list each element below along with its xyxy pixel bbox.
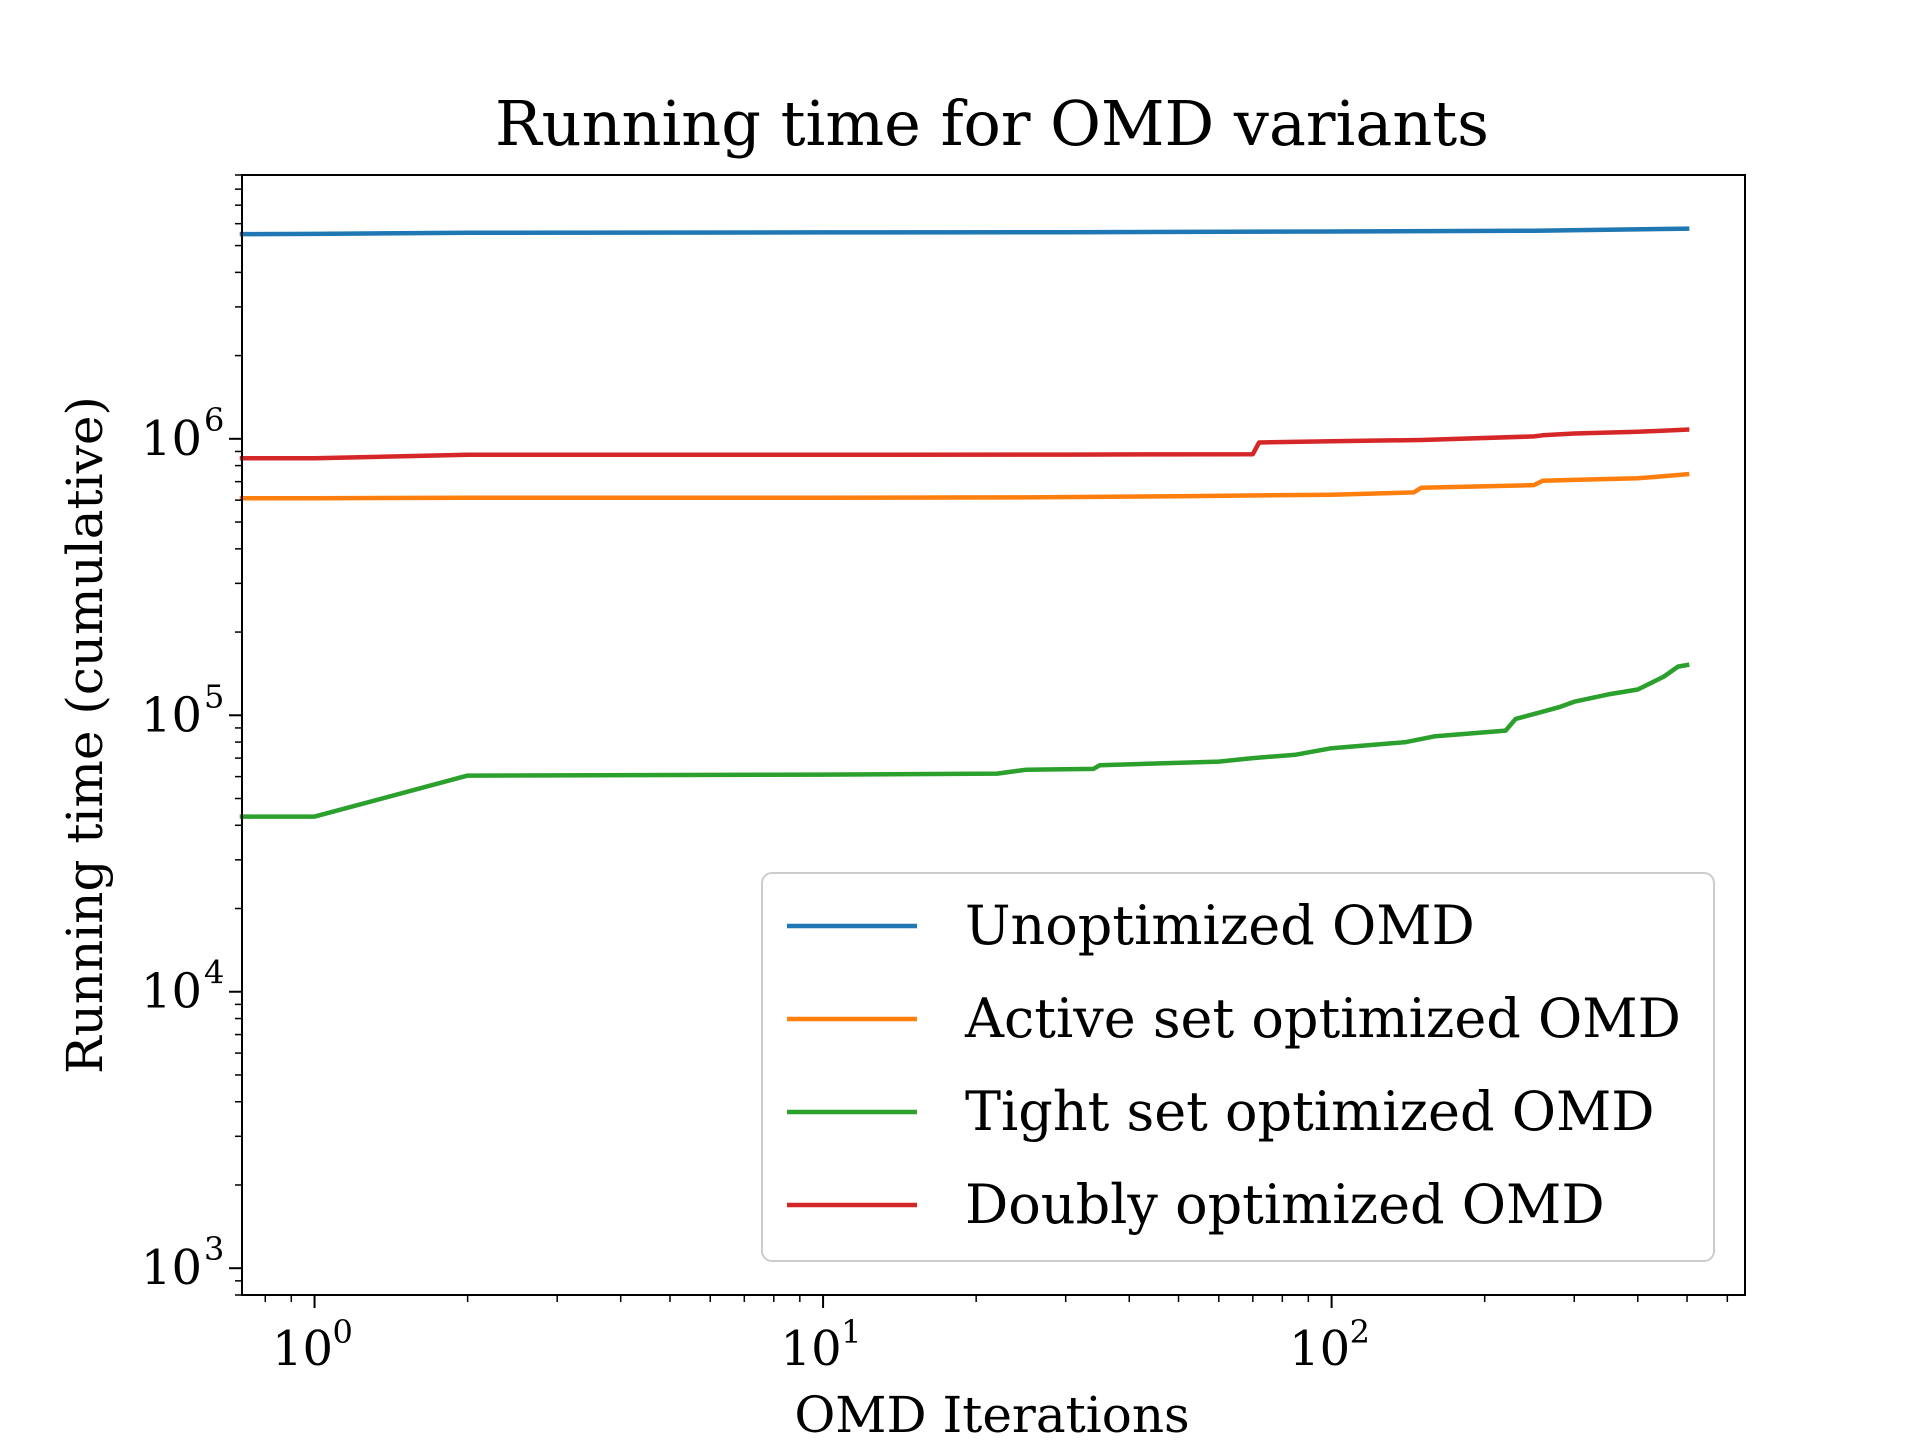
chart-title: Running time for OMD variants: [495, 87, 1489, 160]
legend-label-3: Tight set optimized OMD: [965, 1080, 1655, 1143]
y-tick-exponent: 4: [204, 954, 224, 992]
y-tick-exponent: 5: [204, 677, 224, 715]
y-tick-label: 10: [141, 411, 202, 467]
legend: Unoptimized OMD Active set optimized OMD T…: [761, 872, 1715, 1262]
y-tick-exponent: 6: [204, 401, 224, 439]
x-axis-label: OMD Iterations: [794, 1386, 1189, 1440]
y-tick-exponent: 3: [204, 1230, 224, 1268]
series-line-2: [239, 471, 1690, 501]
x-tick-exponent: 1: [841, 1313, 861, 1351]
legend-box: [761, 872, 1715, 1262]
series-layer: [239, 226, 1690, 819]
x-tick-label: 10: [1289, 1321, 1350, 1377]
legend-label-2: Active set optimized OMD: [964, 987, 1681, 1050]
x-tick-label: 10: [272, 1321, 333, 1377]
x-tick-label: 10: [781, 1321, 842, 1377]
y-tick-label: 10: [141, 687, 202, 743]
y-axis-label: Running time (cumulative): [56, 396, 114, 1074]
x-tick-exponent: 2: [1350, 1313, 1370, 1351]
series-line-3: [239, 662, 1690, 819]
series-line-4: [239, 427, 1690, 461]
plot-frame: [241, 174, 1746, 1296]
y-tick-label: 10: [141, 1240, 202, 1296]
legend-label-1: Unoptimized OMD: [965, 894, 1475, 957]
legend-label-4: Doubly optimized OMD: [965, 1173, 1605, 1236]
y-tick-label: 10: [141, 964, 202, 1020]
x-tick-exponent: 0: [333, 1313, 353, 1351]
series-line-1: [239, 226, 1690, 237]
